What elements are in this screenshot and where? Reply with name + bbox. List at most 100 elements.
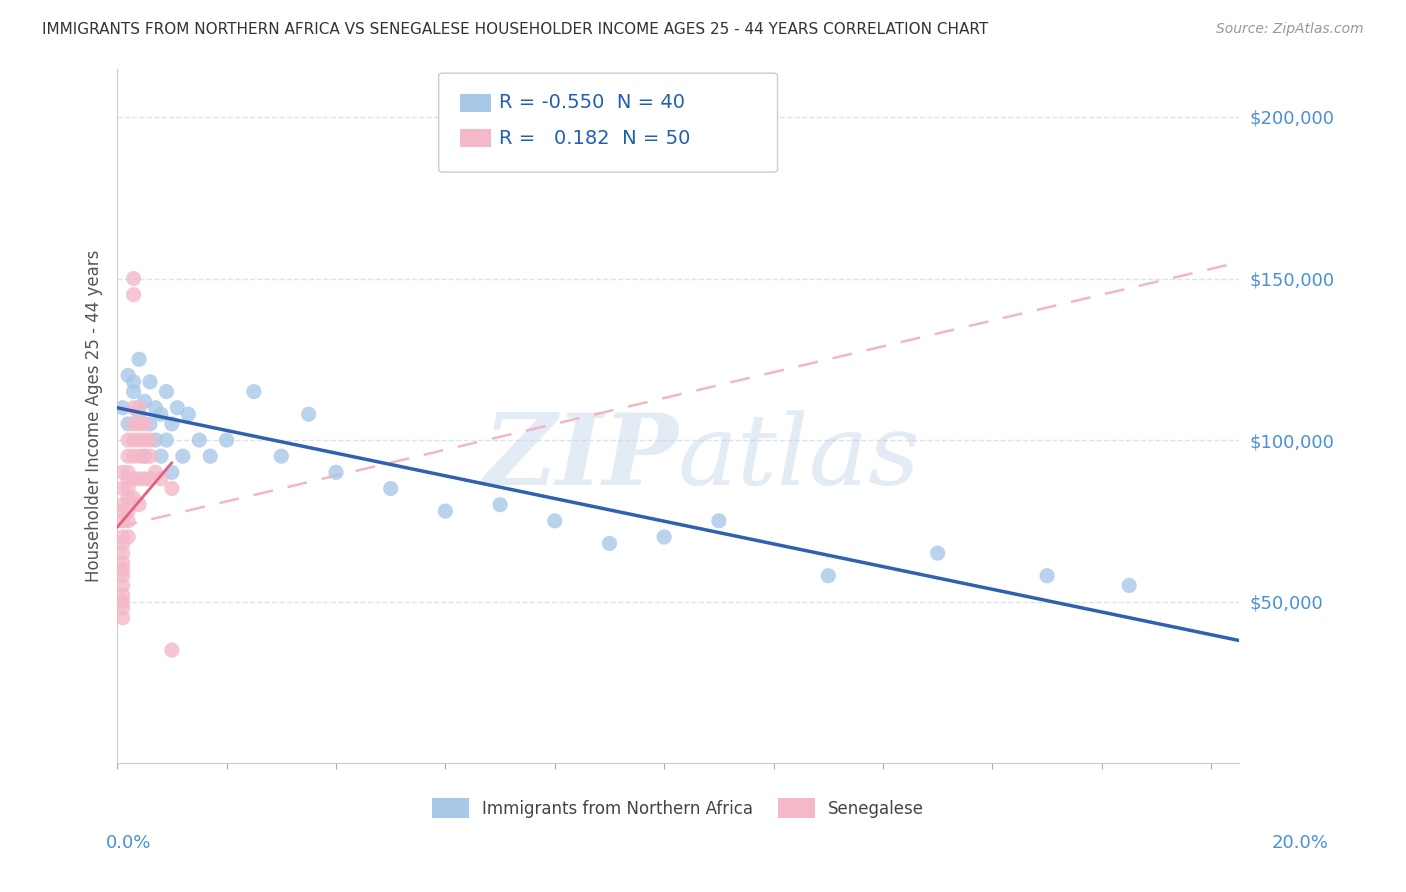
Point <box>817 568 839 582</box>
Point <box>128 401 150 415</box>
Point <box>111 536 134 550</box>
Point <box>325 466 347 480</box>
Point <box>122 287 145 301</box>
Point <box>122 491 145 506</box>
Point <box>198 449 221 463</box>
Point <box>122 449 145 463</box>
Point <box>160 643 183 657</box>
Point <box>111 601 134 615</box>
Point <box>111 466 134 480</box>
Point <box>139 433 162 447</box>
Y-axis label: Householder Income Ages 25 - 44 years: Householder Income Ages 25 - 44 years <box>86 250 103 582</box>
Point <box>155 433 177 447</box>
Point <box>111 504 134 518</box>
Point <box>117 449 139 463</box>
Point <box>117 466 139 480</box>
Point <box>155 384 177 399</box>
Point <box>111 594 134 608</box>
Point <box>652 530 675 544</box>
Text: 20.0%: 20.0% <box>1272 834 1329 852</box>
Point <box>145 401 167 415</box>
Point <box>117 368 139 383</box>
Point <box>139 472 162 486</box>
Point <box>188 433 211 447</box>
Point <box>117 491 139 506</box>
Point <box>134 472 156 486</box>
Point <box>1118 578 1140 592</box>
Point <box>111 401 134 415</box>
Point <box>598 536 620 550</box>
Point <box>111 568 134 582</box>
Point <box>111 556 134 570</box>
Point <box>149 407 172 421</box>
Point <box>128 407 150 421</box>
Point <box>111 514 134 528</box>
Point <box>298 407 321 421</box>
Point <box>117 482 139 496</box>
Legend: Immigrants from Northern Africa, Senegalese: Immigrants from Northern Africa, Senegal… <box>425 792 931 824</box>
Point <box>172 449 194 463</box>
Text: R = -0.550  N = 40: R = -0.550 N = 40 <box>499 93 685 112</box>
Point <box>177 407 200 421</box>
Text: IMMIGRANTS FROM NORTHERN AFRICA VS SENEGALESE HOUSEHOLDER INCOME AGES 25 - 44 YE: IMMIGRANTS FROM NORTHERN AFRICA VS SENEG… <box>42 22 988 37</box>
Point <box>215 433 238 447</box>
Point <box>166 401 188 415</box>
Point <box>117 504 139 518</box>
Point <box>707 514 730 528</box>
Point <box>111 546 134 560</box>
Point <box>111 588 134 602</box>
Point <box>1036 568 1059 582</box>
Point <box>117 417 139 431</box>
Point <box>270 449 292 463</box>
Point <box>128 472 150 486</box>
Text: ZIP: ZIP <box>482 409 678 506</box>
Point <box>134 449 156 463</box>
Text: Source: ZipAtlas.com: Source: ZipAtlas.com <box>1216 22 1364 37</box>
Point <box>145 433 167 447</box>
Point <box>149 449 172 463</box>
Point <box>117 433 139 447</box>
Point <box>117 514 139 528</box>
Text: atlas: atlas <box>678 409 921 505</box>
Point <box>122 384 145 399</box>
Point <box>111 611 134 625</box>
Point <box>128 417 150 431</box>
Point <box>139 375 162 389</box>
Point <box>122 271 145 285</box>
Point <box>160 482 183 496</box>
Point <box>122 417 145 431</box>
Point <box>122 472 145 486</box>
Point <box>134 433 156 447</box>
Point <box>111 482 134 496</box>
Point <box>128 433 150 447</box>
Point <box>128 449 150 463</box>
Point <box>117 472 139 486</box>
Point <box>134 394 156 409</box>
Point <box>489 498 512 512</box>
Point <box>139 417 162 431</box>
Point <box>111 498 134 512</box>
Point <box>139 449 162 463</box>
Point <box>122 433 145 447</box>
Point <box>434 504 457 518</box>
Point <box>134 449 156 463</box>
Point <box>380 482 402 496</box>
Point <box>160 417 183 431</box>
Point <box>122 401 145 415</box>
Point <box>128 352 150 367</box>
Point <box>243 384 266 399</box>
Point <box>111 562 134 576</box>
Point <box>111 578 134 592</box>
Point <box>111 530 134 544</box>
Point <box>160 466 183 480</box>
Text: 0.0%: 0.0% <box>105 834 150 852</box>
Point <box>145 466 167 480</box>
Point <box>149 472 172 486</box>
Point <box>927 546 949 560</box>
Text: R =   0.182  N = 50: R = 0.182 N = 50 <box>499 128 690 148</box>
Point <box>128 498 150 512</box>
Point <box>544 514 567 528</box>
Point <box>122 375 145 389</box>
Point <box>134 417 156 431</box>
Point <box>117 530 139 544</box>
